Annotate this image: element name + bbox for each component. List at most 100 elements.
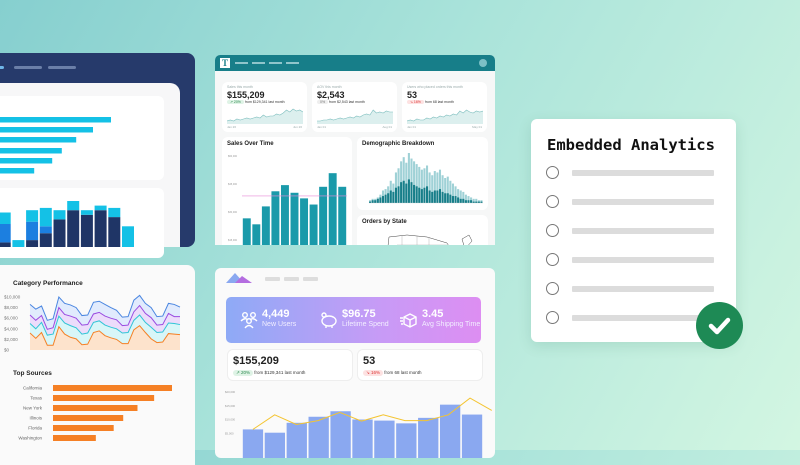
card-title: Demographic Breakdown bbox=[362, 141, 435, 147]
radio-button[interactable] bbox=[546, 282, 559, 295]
sparkline-line bbox=[317, 109, 393, 122]
change-badge: ↗ 20% bbox=[233, 370, 254, 376]
radio-button[interactable] bbox=[546, 311, 559, 324]
nav-tab[interactable] bbox=[14, 66, 42, 69]
kpi-card: $155,209 ↗ 20% from $129,341 last month bbox=[227, 349, 353, 381]
bar-series-b bbox=[384, 194, 387, 203]
avatar[interactable] bbox=[479, 59, 487, 67]
bar-series-b bbox=[462, 198, 465, 203]
nav-link[interactable] bbox=[235, 62, 248, 64]
bar-segment bbox=[80, 210, 93, 215]
nav-link[interactable] bbox=[286, 62, 299, 64]
checklist-item[interactable] bbox=[546, 253, 716, 267]
nav-tab[interactable] bbox=[48, 66, 76, 69]
bar-series-b bbox=[431, 191, 434, 203]
bar bbox=[0, 137, 77, 143]
bar-series-b bbox=[400, 182, 403, 203]
nav-link[interactable] bbox=[284, 277, 299, 281]
bar-segment bbox=[67, 201, 80, 211]
radio-button[interactable] bbox=[546, 224, 559, 237]
nav-link[interactable] bbox=[269, 62, 282, 64]
bar-series-b bbox=[446, 193, 449, 203]
bar-series-b bbox=[423, 187, 426, 203]
bar-series-b bbox=[451, 196, 454, 203]
x-end: Jun 26 bbox=[292, 125, 302, 129]
bar-series-a bbox=[426, 165, 429, 203]
x-start: Jan 01 bbox=[407, 125, 417, 129]
nav-tab[interactable] bbox=[0, 66, 4, 69]
bar-series-b bbox=[477, 201, 480, 203]
bar bbox=[338, 186, 347, 245]
bar bbox=[418, 417, 439, 458]
category-dashboard: Category Performance $10,000 $8,000 $6,000… bbox=[0, 265, 195, 465]
category-label: Washington bbox=[18, 436, 42, 441]
nav-link[interactable] bbox=[303, 277, 318, 281]
bar-series-b bbox=[369, 201, 372, 203]
navy-dashboard: s bbox=[0, 53, 195, 258]
bar-series-b bbox=[428, 190, 431, 203]
radio-button[interactable] bbox=[546, 166, 559, 179]
checklist-item[interactable] bbox=[546, 166, 716, 180]
bar-segment bbox=[108, 207, 121, 218]
bar bbox=[252, 224, 261, 245]
bar-series-b bbox=[449, 194, 452, 203]
check-badge bbox=[696, 302, 743, 349]
banner-metric: 4,449 New Users bbox=[240, 308, 318, 332]
checklist-item[interactable] bbox=[546, 195, 716, 209]
bar-series-b bbox=[480, 201, 483, 203]
kpi-change: ↘ 16% from 68 last month bbox=[407, 100, 454, 104]
nav-link[interactable] bbox=[252, 62, 265, 64]
bar-series-a bbox=[397, 168, 400, 203]
card-title: Sales Over Time bbox=[227, 141, 274, 147]
nav-link[interactable] bbox=[265, 277, 280, 281]
bar-segment bbox=[53, 210, 66, 220]
metric-value: $96.75 bbox=[342, 308, 376, 320]
checklist-item[interactable] bbox=[546, 224, 716, 238]
bar-series-a bbox=[410, 158, 413, 203]
bar-series-a bbox=[407, 153, 410, 203]
bar-segment bbox=[26, 221, 39, 241]
change-text: from $129,341 last month bbox=[244, 100, 285, 104]
checklist-item[interactable] bbox=[546, 282, 716, 296]
bar-series-b bbox=[397, 186, 400, 203]
change-text: from 68 last month bbox=[384, 370, 422, 375]
bar-series-b bbox=[387, 193, 390, 203]
radio-button[interactable] bbox=[546, 253, 559, 266]
bar bbox=[308, 416, 329, 458]
bar-series-b bbox=[454, 196, 457, 203]
bar-series-a bbox=[446, 176, 449, 203]
checklist-title: Embedded Analytics bbox=[547, 136, 715, 154]
bar-series-b bbox=[467, 200, 470, 203]
mountain-logo[interactable] bbox=[226, 273, 252, 283]
placeholder-text-line bbox=[572, 228, 714, 234]
bar-series-b bbox=[413, 184, 416, 203]
change-text: from 68 last month bbox=[424, 100, 454, 104]
bar-series-b bbox=[420, 189, 423, 203]
placeholder-text-line bbox=[572, 315, 714, 321]
checklist-item[interactable] bbox=[546, 311, 716, 325]
kpi-label: Sales this month bbox=[227, 85, 253, 89]
bar bbox=[300, 198, 309, 245]
bar bbox=[0, 148, 62, 154]
sparkline bbox=[317, 109, 393, 124]
teal-dashboard: T Sales this month $155,209 ↗ 20% from $… bbox=[215, 55, 495, 245]
placeholder-text-line bbox=[572, 170, 714, 176]
bar bbox=[0, 117, 111, 123]
kpi-value: 53 bbox=[407, 90, 418, 100]
radio-button[interactable] bbox=[546, 195, 559, 208]
checkmark-icon bbox=[708, 317, 731, 335]
bar-series-b bbox=[381, 196, 385, 203]
bar bbox=[352, 419, 373, 458]
trend-line bbox=[252, 397, 493, 430]
y-tick-label: $0 bbox=[4, 348, 10, 353]
bar-series-a bbox=[402, 157, 405, 203]
bar bbox=[53, 385, 172, 391]
bar-series-a bbox=[444, 178, 447, 203]
bar-series-b bbox=[394, 187, 397, 203]
bar bbox=[280, 185, 289, 245]
sales-bar-line-chart: $20,000 $15,000 $10,000 $5,000 bbox=[225, 390, 493, 458]
logo[interactable]: T bbox=[220, 58, 230, 68]
bar bbox=[53, 435, 96, 441]
change-text: from $129,341 last month bbox=[254, 370, 306, 375]
kpi-card: Sales this month $155,209 ↗ 20% from $12… bbox=[222, 82, 307, 132]
